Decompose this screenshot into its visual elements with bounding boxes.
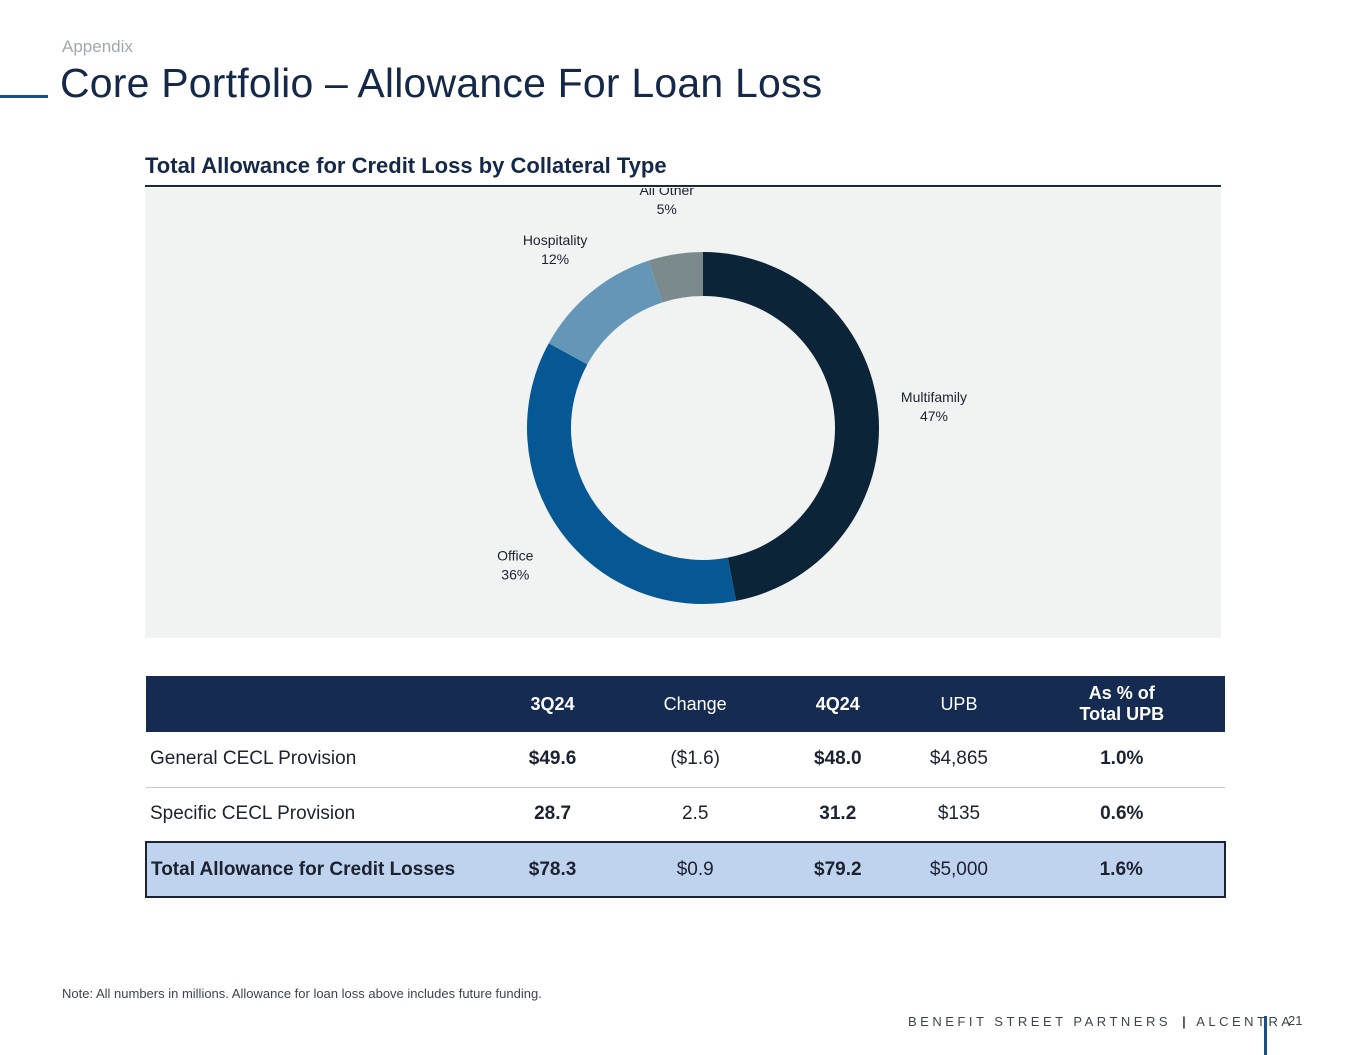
total-4q24: $79.2 [776,841,900,898]
donut-slice-office [527,343,736,604]
slice-label-hospitality: Hospitality 12% [523,232,588,267]
chart-heading: Total Allowance for Credit Loss by Colla… [145,153,667,178]
slice-label-multifamily: Multifamily 47% [901,389,967,424]
cell-pct-upb: 1.0% [1018,732,1225,788]
header-cell-4q24: 4Q24 [776,676,900,732]
donut-chart: Multifamily 47% Office 36% Hospitality 12% All… [497,188,967,604]
slice-label-office: Office 36% [497,547,534,582]
cell-upb: $135 [899,787,1019,843]
brand-wordmark: BENEFIT STREET PARTNERS | ALCENTRA [908,1014,1294,1029]
row-label: General CECL Provision [146,732,491,788]
cell-upb: $4,865 [899,732,1019,788]
header-cell-pct-upb: As % of Total UPB [1018,676,1225,732]
section-label: Appendix [62,37,133,56]
cell-3q24: 28.7 [491,787,615,843]
header-cell-3q24: 3Q24 [491,676,615,732]
total-3q24: $78.3 [491,841,615,898]
donut-slice-all-other [648,252,703,303]
header-pct-line2: Total UPB [1079,704,1165,724]
cell-4q24: 31.2 [776,787,900,843]
brand-accent-bar [1264,1016,1267,1055]
title-accent-bar [0,95,48,98]
total-label: Total Allowance for Credit Losses [145,841,491,898]
row-label: Specific CECL Provision [146,787,491,843]
page-title: Core Portfolio – Allowance For Loan Loss [60,60,823,106]
brand-right: ALCENTRA [1196,1014,1294,1029]
table-row: Specific CECL Provision 28.7 2.5 31.2 $1… [146,787,1225,843]
header-cell-upb: UPB [899,676,1019,732]
footnote: Note: All numbers in millions. Allowance… [62,986,542,1001]
chart-heading-rule [145,185,1221,187]
allowance-table: 3Q24 Change 4Q24 UPB As % of Total UPB G… [145,676,1227,898]
total-change: $0.9 [614,841,777,898]
cell-pct-upb: 0.6% [1018,787,1225,843]
table-row: General CECL Provision $49.6 ($1.6) $48.… [146,732,1225,788]
cell-3q24: $49.6 [491,732,615,788]
chart-panel: Multifamily 47% Office 36% Hospitality 12% All… [145,188,1221,638]
brand-left: BENEFIT STREET PARTNERS [908,1014,1172,1029]
header-pct-line1: As % of [1088,683,1155,703]
donut-slice-multifamily [703,252,880,601]
table-header-row: 3Q24 Change 4Q24 UPB As % of Total UPB [145,676,1225,732]
table-total-row: Total Allowance for Credit Losses $78.3 … [145,841,1227,898]
total-pct-upb: 1.6% [1018,841,1227,898]
header-cell-change: Change [614,676,777,732]
cell-change: ($1.6) [614,732,777,788]
cell-4q24: $48.0 [776,732,900,788]
brand-separator: | [1182,1014,1186,1029]
header-cell-empty [145,676,491,732]
slice-label-all-other: All Other 5% [639,188,694,217]
donut-slice-hospitality [548,260,663,365]
cell-change: 2.5 [614,787,777,843]
total-upb: $5,000 [899,841,1019,898]
page-number: 21 [1288,1013,1303,1028]
